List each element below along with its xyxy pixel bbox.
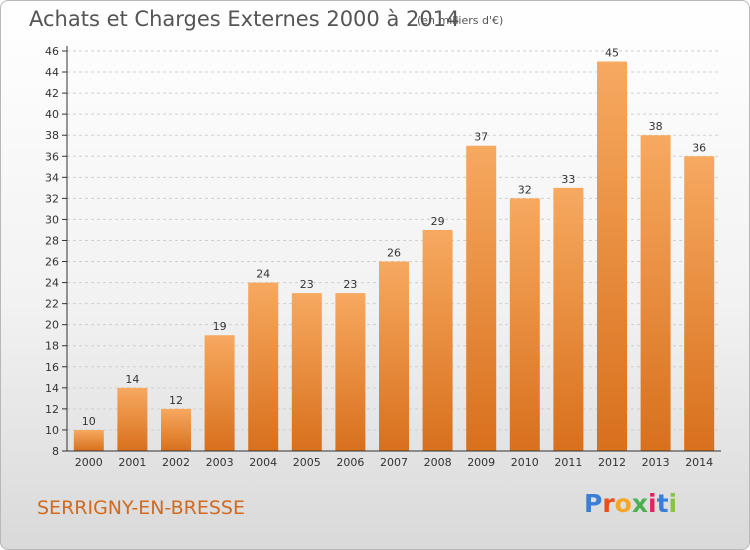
data-label: 26 xyxy=(387,247,401,260)
y-tick-label: 34 xyxy=(45,171,59,184)
logo-letter: i xyxy=(648,489,657,518)
data-label: 10 xyxy=(82,415,96,428)
y-tick-label: 20 xyxy=(45,319,59,332)
bar-2010 xyxy=(509,198,540,451)
bar-2000 xyxy=(73,429,104,451)
data-label: 12 xyxy=(169,394,183,407)
y-tick-label: 14 xyxy=(45,382,59,395)
x-tick-label: 2005 xyxy=(293,456,321,469)
x-tick-label: 2001 xyxy=(118,456,146,469)
bar-2013 xyxy=(640,135,671,452)
axes: 8 10 12 14 16 18 20 22 24 26 28 30 32 34 36 38 40 42 44 46 2… xyxy=(45,45,721,469)
y-tick-label: 12 xyxy=(45,403,59,416)
x-tick-label: 2012 xyxy=(598,456,626,469)
y-tick-label: 40 xyxy=(45,108,59,121)
x-tick-label: 2011 xyxy=(554,456,582,469)
data-label: 14 xyxy=(125,373,139,386)
chart-title: Achats et Charges Externes 2000 à 2014 xyxy=(29,7,460,31)
data-label: 24 xyxy=(256,268,270,281)
y-tick-label: 16 xyxy=(45,361,59,374)
data-label: 36 xyxy=(692,141,706,154)
x-tick-label: 2014 xyxy=(685,456,713,469)
bar-2006 xyxy=(335,293,366,451)
data-label: 38 xyxy=(649,120,663,133)
y-tick-label: 44 xyxy=(45,66,59,79)
y-tick-label: 26 xyxy=(45,256,59,269)
chart-unit: (en milliers d'€) xyxy=(417,14,504,27)
y-tick-label: 24 xyxy=(45,277,59,290)
x-tick-label: 2010 xyxy=(511,456,539,469)
data-label: 45 xyxy=(605,47,619,60)
commune-name: SERRIGNY-EN-BRESSE xyxy=(37,497,245,519)
bar-2007 xyxy=(379,261,409,451)
bars: 10 14 12 19 24 23 23 26 29 37 32 33 45 38 36 xyxy=(73,47,715,452)
bar-2011 xyxy=(553,187,584,451)
data-label: 19 xyxy=(213,320,227,333)
data-label: 32 xyxy=(518,183,532,196)
data-label: 37 xyxy=(474,131,488,144)
logo-letter: i xyxy=(668,489,678,518)
y-tick-label: 30 xyxy=(45,213,59,226)
logo-letter: r xyxy=(602,489,615,518)
x-tick-label: 2000 xyxy=(75,456,103,469)
y-tick-label: 46 xyxy=(45,45,59,58)
y-tick-label: 28 xyxy=(45,234,59,247)
y-tick-label: 8 xyxy=(52,445,59,458)
bar-2012 xyxy=(597,61,627,452)
bar-2008 xyxy=(422,229,453,451)
x-tick-label: 2004 xyxy=(249,456,277,469)
logo-letter: o xyxy=(614,489,632,518)
data-label: 29 xyxy=(431,215,445,228)
bar-2005 xyxy=(291,293,322,451)
x-tick-label: 2008 xyxy=(424,456,452,469)
y-tick-label: 32 xyxy=(45,192,59,205)
bar-2009 xyxy=(466,145,497,451)
data-label: 33 xyxy=(561,173,575,186)
logo-letter: P xyxy=(584,489,603,518)
y-tick-label: 42 xyxy=(45,87,59,100)
bar-2002 xyxy=(161,408,191,451)
y-tick-label: 22 xyxy=(45,298,59,311)
y-tick-label: 10 xyxy=(45,424,59,437)
logo-letter: t xyxy=(656,489,669,518)
y-tick-label: 36 xyxy=(45,150,59,163)
x-tick-label: 2009 xyxy=(467,456,495,469)
bar-2001 xyxy=(117,387,148,451)
y-tick-label: 38 xyxy=(45,129,59,142)
x-tick-label: 2003 xyxy=(206,456,234,469)
proxiti-logo: Proxiti xyxy=(584,489,677,518)
data-label: 23 xyxy=(343,278,357,291)
bar-2004 xyxy=(248,282,279,451)
x-tick-label: 2013 xyxy=(642,456,670,469)
x-tick-label: 2007 xyxy=(380,456,408,469)
bar-2014 xyxy=(684,156,715,451)
x-tick-label: 2006 xyxy=(336,456,364,469)
bar-2003 xyxy=(204,335,235,451)
logo-letter: x xyxy=(631,489,648,518)
x-tick-label: 2002 xyxy=(162,456,190,469)
y-tick-label: 18 xyxy=(45,340,59,353)
data-label: 23 xyxy=(300,278,314,291)
